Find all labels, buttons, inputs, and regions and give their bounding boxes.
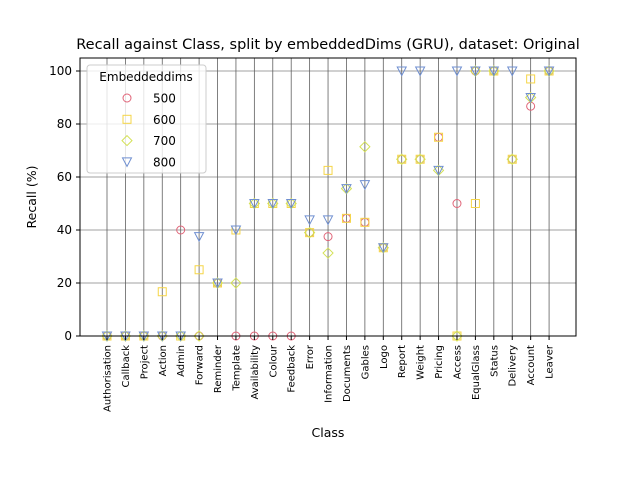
legend-marker-700 xyxy=(121,134,133,147)
y-tick-label: 40 xyxy=(57,223,72,237)
x-tick-label: Report xyxy=(397,345,408,378)
data-point-700 xyxy=(396,153,408,165)
ticks-layer: 0 20 40 60 80 100 Authorisation Callback Project… xyxy=(49,64,555,412)
x-tick-label: Reminder xyxy=(213,344,224,393)
x-tick-label: Admin xyxy=(176,345,187,377)
x-tick-label: Authorisation xyxy=(103,345,114,412)
x-tick-label: Leaver xyxy=(545,344,556,379)
data-point-800 xyxy=(285,199,297,210)
data-point-500 xyxy=(323,232,333,242)
data-point-800 xyxy=(193,232,205,243)
data-point-700 xyxy=(359,141,371,153)
y-axis-label: Recall (%) xyxy=(24,166,39,229)
data-point-800 xyxy=(451,66,463,77)
data-point-600 xyxy=(323,165,333,175)
x-tick-label: Information xyxy=(324,345,335,403)
data-point-800 xyxy=(396,66,408,77)
data-point-800 xyxy=(414,66,426,77)
data-point-700 xyxy=(414,153,426,165)
y-tick-label: 100 xyxy=(49,64,72,78)
data-point-800 xyxy=(249,199,260,210)
data-point-700 xyxy=(451,330,463,342)
data-point-800 xyxy=(488,66,500,77)
x-tick-label: Colour xyxy=(268,344,279,377)
legend-marker-500 xyxy=(122,93,132,103)
data-point-700 xyxy=(303,226,316,239)
data-point-800 xyxy=(506,66,518,77)
chart-title: Recall against Class, split by embeddedD… xyxy=(76,37,579,53)
data-point-600 xyxy=(470,199,480,208)
x-tick-label: Weight xyxy=(416,345,427,380)
data-point-600 xyxy=(507,154,517,164)
x-tick-label: Project xyxy=(139,345,150,379)
x-tick-label: Delivery xyxy=(508,345,519,387)
legend-title: Embeddeddims xyxy=(99,70,192,84)
data-point-800 xyxy=(525,93,536,104)
legend-marker-800 xyxy=(121,157,133,168)
data-point-600 xyxy=(415,154,425,164)
x-tick-label: Feedback xyxy=(287,345,298,393)
data-point-600 xyxy=(397,154,407,164)
x-tick-label: Gables xyxy=(360,345,371,379)
data-point-800 xyxy=(267,199,279,210)
x-tick-label: Pricing xyxy=(434,345,445,379)
data-point-700 xyxy=(193,330,205,342)
data-point-600 xyxy=(305,228,315,238)
data-point-800 xyxy=(359,180,371,191)
data-point-700 xyxy=(230,277,242,289)
data-point-600 xyxy=(526,74,536,84)
data-point-600 xyxy=(194,265,204,275)
x-axis-label: Class xyxy=(312,425,345,440)
legend-label-500: 500 xyxy=(153,92,176,106)
data-point-500 xyxy=(176,225,186,235)
data-point-600 xyxy=(360,217,370,227)
data-point-800 xyxy=(322,215,334,226)
legend-label-600: 600 xyxy=(153,113,176,127)
x-tick-label: Error xyxy=(305,344,316,369)
legend-items: 500 600 700 800 xyxy=(121,92,176,169)
x-tick-label: Status xyxy=(489,345,500,377)
data-point-600 xyxy=(341,213,351,223)
data-point-800 xyxy=(470,66,481,77)
data-point-800 xyxy=(543,66,555,77)
x-tick-label: Forward xyxy=(195,345,206,385)
data-point-500 xyxy=(452,199,462,208)
data-point-800 xyxy=(433,165,444,176)
y-tick-label: 20 xyxy=(57,276,72,290)
x-tick-label: Action xyxy=(158,345,169,376)
x-tick-label: Template xyxy=(231,345,242,392)
x-tick-label: Documents xyxy=(342,345,353,402)
data-point-800 xyxy=(212,278,223,289)
x-tick-label: Account xyxy=(526,345,537,385)
data-point-800 xyxy=(341,184,352,195)
data-point-800 xyxy=(377,243,389,254)
y-tick-label: 80 xyxy=(57,117,72,131)
data-point-800 xyxy=(230,225,242,236)
data-point-700 xyxy=(322,247,334,259)
y-tick-label: 60 xyxy=(57,170,72,184)
x-tick-label: Logo xyxy=(379,345,390,369)
legend-marker-600 xyxy=(122,114,132,124)
data-point-600 xyxy=(434,132,444,142)
legend-frame xyxy=(86,64,207,174)
legend-label-800: 800 xyxy=(153,155,176,169)
x-tick-label: EqualGlass xyxy=(471,345,482,400)
x-tick-label: Access xyxy=(452,345,463,379)
legend: Embeddeddims 500 600 700 800 xyxy=(86,64,207,174)
legend-label-700: 700 xyxy=(153,134,176,148)
x-tick-label: Availability xyxy=(250,345,261,400)
data-point-800 xyxy=(304,215,315,226)
x-tick-label: Callback xyxy=(121,345,132,388)
data-point-700 xyxy=(506,153,518,165)
data-point-600 xyxy=(157,287,167,297)
y-tick-label: 0 xyxy=(64,329,72,343)
